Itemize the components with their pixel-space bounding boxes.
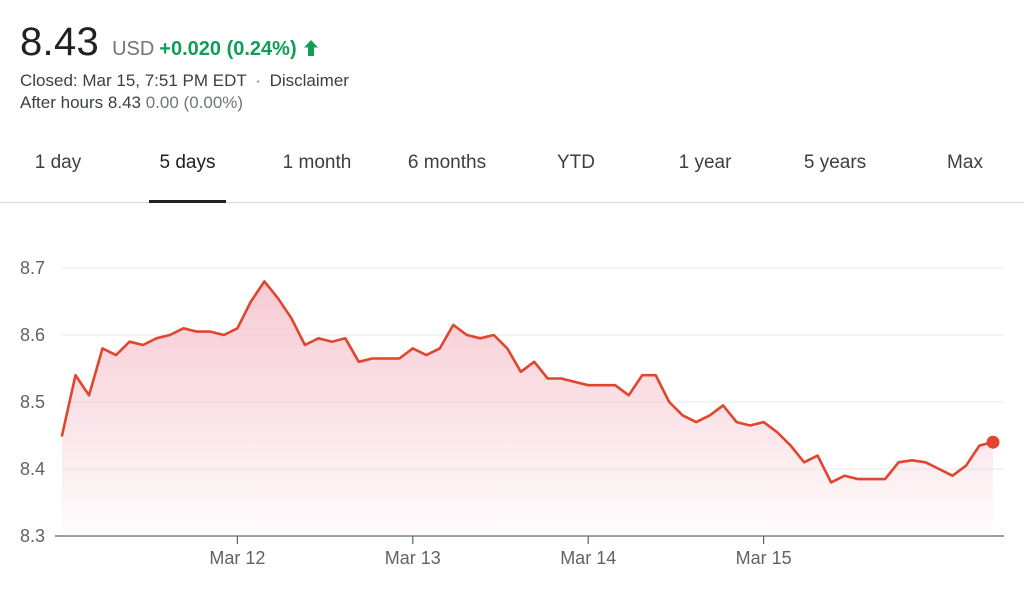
price-change: +0.020 (0.24%) — [159, 38, 297, 60]
arrow-up-icon — [303, 39, 319, 57]
tab-ytd[interactable]: YTD — [545, 140, 607, 202]
tab-label: 5 years — [803, 152, 867, 173]
y-tick-label: 8.4 — [20, 459, 45, 479]
tab-label: 5 days — [159, 152, 216, 173]
tab-1-day[interactable]: 1 day — [20, 140, 96, 202]
active-tab-indicator — [149, 200, 226, 203]
current-price: 8.43 — [20, 20, 100, 64]
separator: · — [255, 71, 261, 90]
tab-1-year[interactable]: 1 year — [665, 140, 745, 202]
y-tick-label: 8.3 — [20, 526, 45, 546]
tab-label: 1 day — [34, 152, 82, 173]
y-tick-label: 8.7 — [20, 258, 45, 278]
tab-6-months[interactable]: 6 months — [393, 140, 501, 202]
tab-max[interactable]: Max — [936, 140, 994, 202]
x-tick-label: Mar 13 — [385, 548, 441, 568]
after-hours-label: After hours — [20, 93, 104, 112]
y-tick-label: 8.6 — [20, 325, 45, 345]
price-chart-svg[interactable]: 8.7 8.6 8.5 8.4 8.3 Mar 12 Mar 13 Mar 14 Mar 15 — [0, 230, 1024, 596]
quote-header: 8.43 USD +0.020 (0.24%) Closed: Mar 15, … — [20, 20, 1000, 114]
tab-5-years[interactable]: 5 years — [792, 140, 878, 202]
tab-label: YTD — [557, 152, 595, 173]
tab-label: Max — [947, 152, 983, 173]
currency-code: USD — [112, 38, 155, 60]
y-tick-label: 8.5 — [20, 392, 45, 412]
closed-time: Closed: Mar 15, 7:51 PM EDT — [20, 71, 247, 90]
x-tick-label: Mar 15 — [736, 548, 792, 568]
after-hours-price: 8.43 — [107, 93, 141, 112]
price-row: 8.43 USD +0.020 (0.24%) — [20, 20, 1000, 64]
after-hours-change: 0.00 (0.00%) — [145, 93, 244, 112]
disclaimer-link[interactable]: Disclaimer — [269, 71, 349, 90]
tab-5-days[interactable]: 5 days — [149, 140, 226, 203]
range-tabs: 1 day 5 days 1 month 6 months YTD 1 year… — [0, 140, 1024, 203]
tab-label: 6 months — [407, 152, 487, 173]
x-tick-label: Mar 14 — [560, 548, 616, 568]
tab-label: 1 year — [678, 152, 732, 173]
tab-label: 1 month — [282, 152, 352, 173]
price-line — [60, 280, 995, 484]
after-hours: After hours 8.43 0.00 (0.00%) — [20, 92, 1000, 114]
last-price-point — [986, 435, 1000, 449]
price-chart[interactable]: 8.7 8.6 8.5 8.4 8.3 Mar 12 Mar 13 Mar 14 Mar 15 — [0, 230, 1024, 596]
price-area-fill — [62, 281, 993, 536]
x-tick-label: Mar 12 — [209, 548, 265, 568]
market-status: Closed: Mar 15, 7:51 PM EDT · Disclaimer — [20, 70, 1000, 92]
tab-1-month[interactable]: 1 month — [267, 140, 367, 202]
